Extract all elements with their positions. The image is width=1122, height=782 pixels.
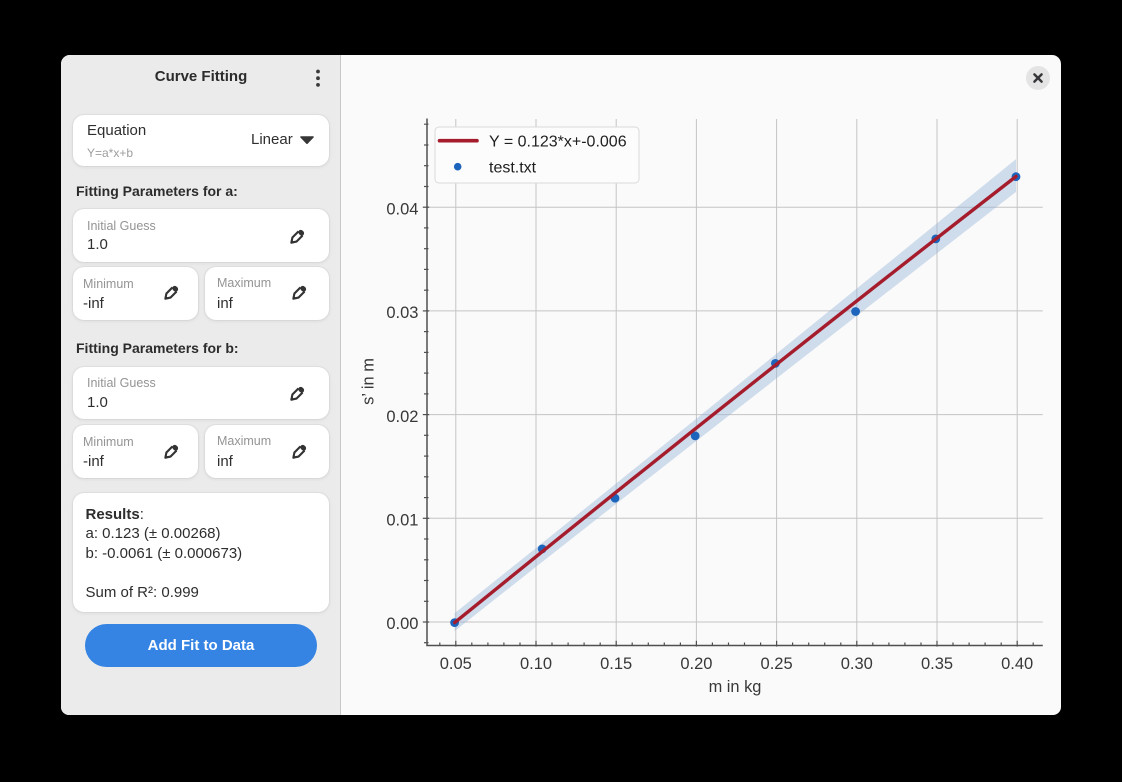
svg-text:0.25: 0.25: [761, 655, 793, 673]
svg-text:0.15: 0.15: [600, 655, 632, 673]
svg-text:Y = 0.123*x+-0.006: Y = 0.123*x+-0.006: [489, 133, 627, 150]
svg-text:0.40: 0.40: [1001, 655, 1033, 673]
svg-text:m in kg: m in kg: [709, 678, 762, 696]
svg-text:0.35: 0.35: [921, 655, 953, 673]
svg-text:0.00: 0.00: [386, 615, 418, 633]
svg-text:0.03: 0.03: [386, 304, 418, 322]
svg-text:0.10: 0.10: [520, 655, 552, 673]
svg-text:0.04: 0.04: [386, 200, 418, 218]
svg-text:s’ in m: s’ in m: [360, 358, 378, 405]
svg-text:0.02: 0.02: [386, 408, 418, 426]
svg-text:0.05: 0.05: [440, 655, 472, 673]
svg-text:test.txt: test.txt: [489, 159, 537, 176]
svg-text:0.20: 0.20: [680, 655, 712, 673]
svg-text:0.30: 0.30: [841, 655, 873, 673]
svg-text:0.01: 0.01: [386, 512, 418, 530]
